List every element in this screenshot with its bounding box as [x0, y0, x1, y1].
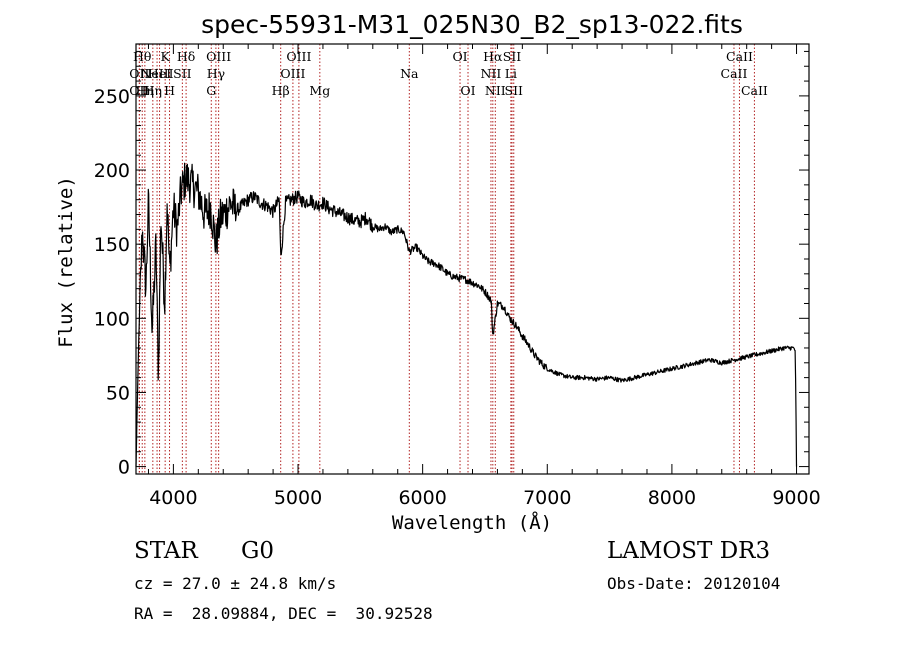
line-marker-label: Mg [309, 83, 330, 98]
line-marker-label: CaII [741, 83, 768, 98]
spectrum-line [135, 162, 798, 467]
coordinates: RA = 28.09884, DEC = 30.92528 [134, 604, 433, 623]
line-marker-label: SII [503, 49, 522, 64]
x-axis-label: Wavelength (Å) [392, 511, 552, 534]
x-tick-label: 8000 [648, 487, 696, 509]
line-marker-label: Hθ [133, 49, 151, 64]
line-marker-label: Hγ [207, 66, 225, 81]
x-axis-ticks: 4000 5000 6000 7000 8000 9000 [147, 44, 821, 509]
x-tick-label: 7000 [523, 487, 571, 509]
y-tick-label: 50 [106, 382, 130, 404]
y-tick-label: 0 [118, 457, 130, 479]
line-marker-label: NII [481, 66, 502, 81]
y-tick-label: 250 [94, 86, 130, 108]
line-marker-label: Hβ [272, 83, 290, 98]
line-marker-label: NeIII [140, 66, 173, 81]
line-marker-label: OIII [280, 66, 305, 81]
line-marker-label: SII [505, 83, 524, 98]
spectral-line-markers [138, 44, 755, 474]
x-tick-label: 4000 [149, 487, 197, 509]
observation-date: Obs-Date: 20120104 [607, 574, 781, 593]
redshift-value: cz = 27.0 ± 24.8 km/s [134, 574, 337, 593]
line-marker-label: K [160, 49, 170, 64]
object-subclass: G0 [241, 538, 275, 564]
line-marker-label: Hη [136, 83, 154, 98]
line-marker-label: G [206, 83, 216, 98]
line-marker-label: Na [400, 66, 419, 81]
line-marker-label: NII [485, 83, 506, 98]
x-tick-label: 5000 [274, 487, 322, 509]
x-tick-label: 6000 [398, 487, 446, 509]
survey-name: LAMOST DR3 [607, 538, 771, 564]
x-tick-label: 9000 [772, 487, 820, 509]
line-marker-label: H [164, 83, 175, 98]
y-tick-label: 100 [94, 308, 130, 330]
line-marker-label: OI [452, 49, 467, 64]
y-tick-label: 150 [94, 234, 130, 256]
spectral-line-labels: HθHηOIIOIIHηNeIIIHeIKHSIIHδGHγOIIIHβOIII… [129, 49, 768, 98]
y-axis-label: Flux (relative) [55, 176, 77, 348]
plot-frame [135, 43, 810, 475]
line-marker-label: Hα [483, 49, 503, 64]
chart-title: spec-55931-M31_025N30_B2_sp13-022.fits [201, 10, 743, 39]
line-marker-label: Hδ [177, 49, 195, 64]
line-marker-label: OIII [286, 49, 311, 64]
line-marker-label: CaII [721, 66, 748, 81]
line-marker-label: OIII [206, 49, 231, 64]
object-class: STAR [134, 538, 198, 564]
line-marker-label: SII [173, 66, 192, 81]
line-marker-label: OII [129, 83, 149, 98]
line-marker-label: CaII [726, 49, 753, 64]
y-tick-label: 200 [94, 160, 130, 182]
line-marker-label: HeI [148, 66, 171, 81]
line-marker-label: OI [460, 83, 475, 98]
line-marker-label: OII [129, 66, 149, 81]
line-marker-label: Hη [144, 83, 162, 98]
y-axis-ticks: 0 50 100 150 200 250 [94, 50, 809, 479]
line-marker-label: Li [505, 66, 517, 81]
